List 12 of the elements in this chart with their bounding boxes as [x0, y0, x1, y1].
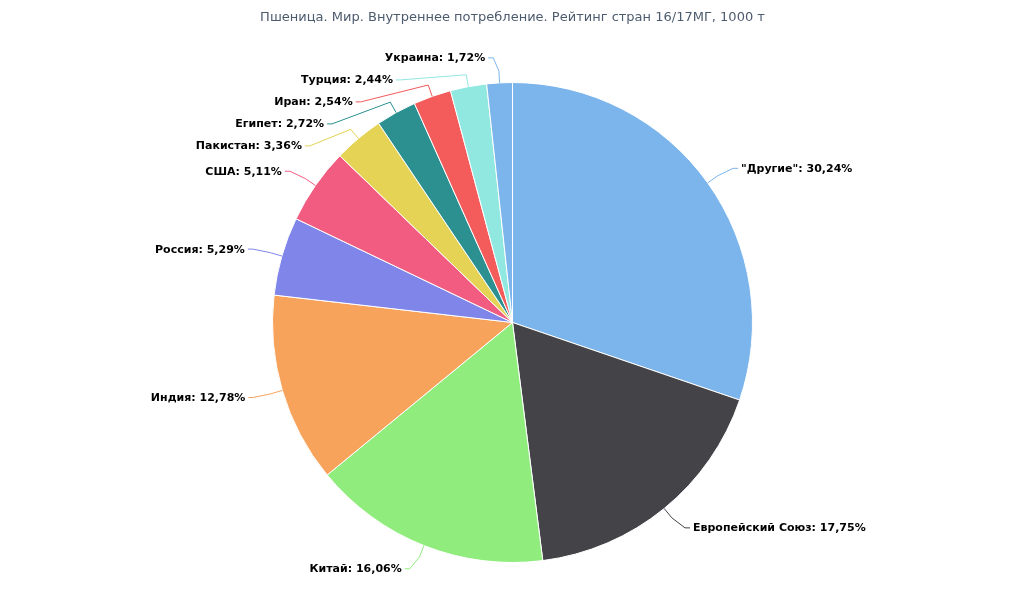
slice-label: Иран: 2,54% — [274, 95, 353, 109]
slice-label: Египет: 2,72% — [235, 117, 325, 131]
slice-label: Европейский Союз: 17,75% — [692, 521, 866, 535]
slice-label: Россия: 5,29% — [155, 242, 245, 256]
slice-label: Турция: 2,44% — [301, 73, 393, 87]
slice-label: США: 5,11% — [205, 164, 282, 178]
slice-label: Китай: 16,06% — [309, 562, 402, 576]
slice-label: "Другие": 30,24% — [741, 161, 853, 175]
slice-label: Индия: 12,78% — [150, 391, 246, 404]
chart-title: Пшеница. Мир. Внутреннее потребление. Рейтинг стран 16/17МГ, 1000 т — [260, 9, 766, 24]
slice-label: Пакистан: 3,36% — [195, 139, 302, 153]
slice-label: Украина: 1,72% — [384, 51, 486, 65]
